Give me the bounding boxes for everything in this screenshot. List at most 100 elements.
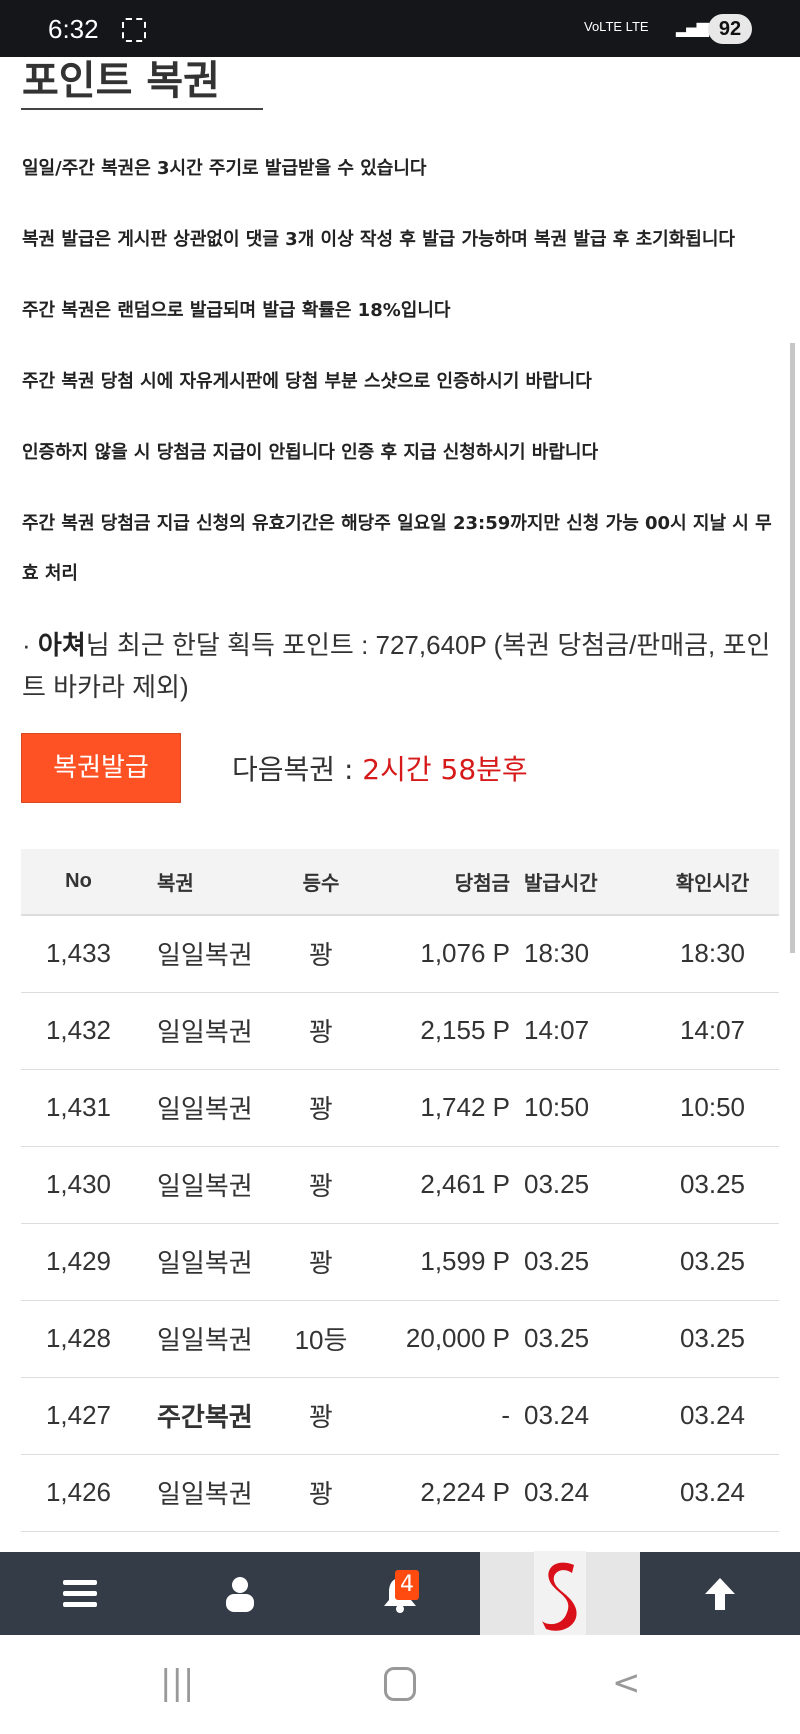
table-cell: 꽝 <box>271 1146 371 1224</box>
network-indicator: VoLTE LTE <box>584 19 649 34</box>
clock: 6:32 <box>48 14 99 44</box>
table-cell: 주간복권 <box>136 1377 271 1455</box>
table-cell: 일일복권 <box>136 1223 271 1301</box>
lottery-table: No 복권 등수 당첨금 발급시간 확인시간 1,433 일일복권 꽝 1,076 P 18:30… <box>21 849 779 1532</box>
table-cell: 2,155 P <box>371 992 516 1070</box>
table-row: 1,428 일일복권 10등 20,000 P 03.25 03.25 <box>21 1300 779 1378</box>
next-lottery: 다음복권 : 2시간 58분후 <box>232 748 528 788</box>
monthly-points: · 아쳐님 최근 한달 획득 포인트 : 727,640P (복권 당첨금/판매… <box>22 624 780 708</box>
table-cell: 1,427 <box>21 1377 136 1455</box>
table-cell: 03.24 <box>646 1454 779 1532</box>
screenshot-icon <box>122 18 146 42</box>
next-time: 2시간 58분후 <box>362 753 528 786</box>
table-row: 1,427 주간복권 꽝 -03.24 03.24 <box>21 1377 779 1455</box>
table-cell: 꽝 <box>271 915 371 993</box>
table-cell: 꽝 <box>271 1454 371 1532</box>
table-cell: 10등 <box>271 1300 371 1378</box>
table-cell: 1,432 <box>21 992 136 1070</box>
scroll-top-button[interactable] <box>640 1552 800 1635</box>
column-header: 발급시간 <box>516 849 646 916</box>
rule-text: 주간 복권 당첨금 지급 신청의 유효기간은 해당주 일요일 23:59까지만 … <box>22 513 772 584</box>
table-cell: 10:50 <box>516 1069 646 1147</box>
title-divider <box>21 108 263 110</box>
arrow-up-icon <box>705 1577 735 1610</box>
notifications-button[interactable]: 4 <box>320 1552 480 1635</box>
table-cell: 03.25 <box>646 1146 779 1224</box>
battery-level: 92 <box>708 14 752 44</box>
table-cell: 꽝 <box>271 1377 371 1455</box>
column-header: 당첨금 <box>371 849 516 916</box>
table-cell: 일일복권 <box>136 1454 271 1532</box>
table-row: 1,430 일일복권 꽝 2,461 P 03.25 03.25 <box>21 1146 779 1224</box>
table-cell: 18:30 <box>516 915 646 993</box>
table-cell: 일일복권 <box>136 915 271 993</box>
status-bar: 6:32 VoLTE LTE ▂▄▆ 92 <box>0 0 800 57</box>
table-cell: 2,461 P <box>371 1146 516 1224</box>
back-icon[interactable]: < <box>612 1663 641 1703</box>
column-header: 확인시간 <box>646 849 779 916</box>
signal-icon: ▂▄▆ <box>676 18 709 37</box>
rule-text: 일일/주간 복권은 3시간 주기로 발급받을 수 있습니다 <box>22 158 427 179</box>
table-cell: 1,742 P <box>371 1069 516 1147</box>
table-cell: 20,000 P <box>371 1300 516 1378</box>
bullet: · <box>22 630 31 660</box>
table-cell: - <box>371 1377 516 1455</box>
username: 아쳐 <box>37 630 86 660</box>
scrollbar[interactable] <box>790 343 795 953</box>
table-cell: 03.25 <box>646 1223 779 1301</box>
table-cell: 10:50 <box>646 1069 779 1147</box>
table-cell: 일일복권 <box>136 992 271 1070</box>
table-cell: 1,430 <box>21 1146 136 1224</box>
table-cell: 1,426 <box>21 1454 136 1532</box>
table-cell: 일일복권 <box>136 1300 271 1378</box>
table-cell: 2,224 P <box>371 1454 516 1532</box>
table-cell: 꽝 <box>271 1223 371 1301</box>
rules-list: 일일/주간 복권은 3시간 주기로 발급받을 수 있습니다 복권 발급은 게시판… <box>22 144 780 599</box>
table-cell: 03.25 <box>516 1300 646 1378</box>
table-cell: 03.25 <box>516 1146 646 1224</box>
rule-text: 인증하지 않을 시 당첨금 지급이 안됩니다 인증 후 지급 신청하시기 바랍니… <box>22 442 599 463</box>
action-row: 복권발급 다음복권 : 2시간 58분후 <box>21 733 780 803</box>
next-label: 다음복권 : <box>232 753 363 786</box>
table-row: 1,429 일일복권 꽝 1,599 P 03.25 03.25 <box>21 1223 779 1301</box>
rule-text: 주간 복권은 랜덤으로 발급되며 발급 확률은 18%입니다 <box>22 300 451 321</box>
table-cell: 03.24 <box>516 1454 646 1532</box>
table-cell: 03.24 <box>516 1377 646 1455</box>
points-text: 님 최근 한달 획득 포인트 : 727,640P (복권 당첨금/판매금, 포… <box>22 630 771 702</box>
table-cell: 18:30 <box>646 915 779 993</box>
table-cell: 1,429 <box>21 1223 136 1301</box>
menu-button[interactable] <box>0 1552 160 1635</box>
table-row: 1,433 일일복권 꽝 1,076 P 18:30 18:30 <box>21 915 779 993</box>
system-nav-bar: ||| < <box>0 1635 800 1734</box>
table-cell: 1,431 <box>21 1069 136 1147</box>
table-cell: 14:07 <box>516 992 646 1070</box>
menu-icon <box>63 1579 97 1607</box>
user-button[interactable] <box>160 1552 320 1635</box>
main-content: 일일/주간 복권은 3시간 주기로 발급받을 수 있습니다 복권 발급은 게시판… <box>21 144 780 1532</box>
table-cell: 일일복권 <box>136 1069 271 1147</box>
home-icon[interactable] <box>384 1667 416 1701</box>
table-row: 1,432 일일복권 꽝 2,155 P 14:07 14:07 <box>21 992 779 1070</box>
header-row: No 복권 등수 당첨금 발급시간 확인시간 <box>21 849 779 916</box>
table-cell: 03.24 <box>646 1377 779 1455</box>
table-row: 1,426 일일복권 꽝 2,224 P 03.24 03.24 <box>21 1454 779 1532</box>
recent-apps-icon[interactable]: ||| <box>160 1663 195 1703</box>
table-row: 1,431 일일복권 꽝 1,742 P 10:50 10:50 <box>21 1069 779 1147</box>
user-icon <box>226 1576 254 1612</box>
table-cell: 1,428 <box>21 1300 136 1378</box>
table-cell: 1,599 P <box>371 1223 516 1301</box>
column-header: 등수 <box>271 849 371 916</box>
table-cell: 03.25 <box>516 1223 646 1301</box>
rule-text: 복권 발급은 게시판 상관없이 댓글 3개 이상 작성 후 발급 가능하며 복권… <box>22 229 735 250</box>
site-logo <box>534 1550 586 1637</box>
table-cell: 꽝 <box>271 1069 371 1147</box>
table-cell: 일일복권 <box>136 1146 271 1224</box>
bottom-nav: 4 <box>0 1550 800 1637</box>
issue-lottery-button[interactable]: 복권발급 <box>21 733 181 803</box>
table-cell: 14:07 <box>646 992 779 1070</box>
rule-text: 주간 복권 당첨 시에 자유게시판에 당첨 부분 스샷으로 인증하시기 바랍니다 <box>22 371 592 392</box>
table-cell: 1,076 P <box>371 915 516 993</box>
column-header: 복권 <box>136 849 271 916</box>
table-cell: 1,433 <box>21 915 136 993</box>
site-logo-button[interactable] <box>480 1550 640 1637</box>
